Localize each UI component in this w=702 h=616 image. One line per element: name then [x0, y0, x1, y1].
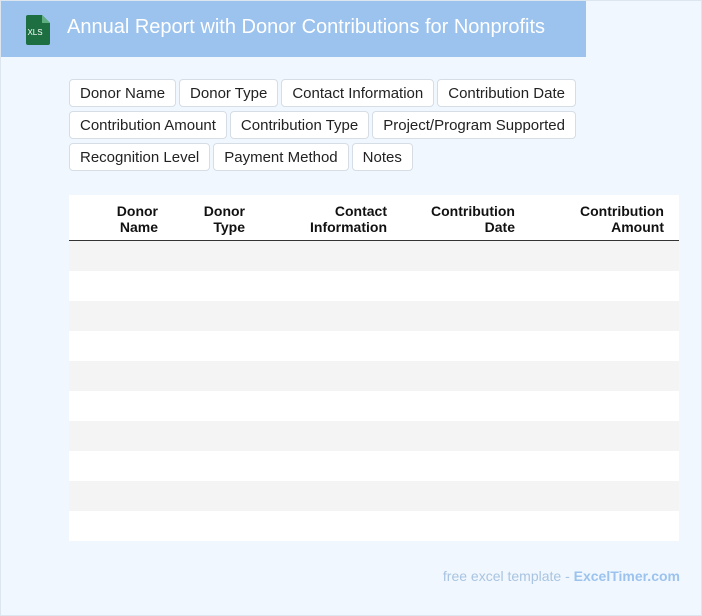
field-chip-contribution-amount[interactable]: Contribution Amount: [69, 111, 227, 139]
xls-file-icon: XLS: [26, 15, 50, 45]
field-chip-notes[interactable]: Notes: [351, 143, 413, 171]
column-header-line: Donor: [116, 203, 158, 219]
column-header-line: Name: [119, 219, 158, 235]
table-row[interactable]: [69, 361, 679, 391]
table-row[interactable]: [69, 241, 679, 271]
footer-brand-link[interactable]: ExcelTimer.com: [573, 568, 680, 584]
column-header-line: Date: [484, 219, 515, 235]
table-row[interactable]: [69, 331, 679, 361]
table-row[interactable]: [69, 481, 679, 511]
column-header-line: Contribution: [580, 203, 664, 219]
field-chip-payment-method[interactable]: Payment Method: [213, 143, 349, 171]
data-table: Donor Name Donor Type Contact Informatio…: [69, 195, 679, 541]
field-chip-list: Donor Name Donor Type Contact Informatio…: [69, 79, 589, 171]
xls-icon-label: XLS: [27, 28, 42, 37]
column-header-donor-type[interactable]: Donor Type: [204, 203, 245, 235]
table-row[interactable]: [69, 391, 679, 421]
column-header-contact-information[interactable]: Contact Information: [310, 203, 387, 235]
field-chip-contribution-date[interactable]: Contribution Date: [437, 79, 576, 107]
table-row[interactable]: [69, 271, 679, 301]
column-header-line: Donor: [203, 203, 245, 219]
column-header-line: Information: [310, 219, 387, 235]
field-chip-donor-name[interactable]: Donor Name: [69, 79, 177, 107]
table-row[interactable]: [69, 511, 679, 541]
table-row[interactable]: [69, 301, 679, 331]
field-chip-contribution-type[interactable]: Contribution Type: [229, 111, 370, 139]
column-header-donor-name[interactable]: Donor Name: [117, 203, 158, 235]
column-header-line: Contribution: [431, 203, 515, 219]
field-chip-contact-information[interactable]: Contact Information: [281, 79, 435, 107]
field-chip-recognition-level[interactable]: Recognition Level: [69, 143, 211, 171]
table-header: Donor Name Donor Type Contact Informatio…: [69, 195, 679, 241]
column-header-line: Amount: [611, 219, 664, 235]
field-chip-donor-type[interactable]: Donor Type: [179, 79, 279, 107]
field-chip-project-program-supported[interactable]: Project/Program Supported: [372, 111, 576, 139]
table-row[interactable]: [69, 421, 679, 451]
table-row[interactable]: [69, 451, 679, 481]
header-banner: XLS Annual Report with Donor Contributio…: [1, 1, 586, 57]
column-header-contribution-amount[interactable]: Contribution Amount: [580, 203, 664, 235]
column-header-line: Type: [213, 219, 245, 235]
page-title: Annual Report with Donor Contributions f…: [67, 16, 546, 38]
column-header-line: Contact: [334, 203, 387, 219]
footer-credit: free excel template - ExcelTimer.com: [443, 568, 680, 584]
column-header-contribution-date[interactable]: Contribution Date: [431, 203, 515, 235]
footer-prefix: free excel template -: [442, 568, 574, 584]
